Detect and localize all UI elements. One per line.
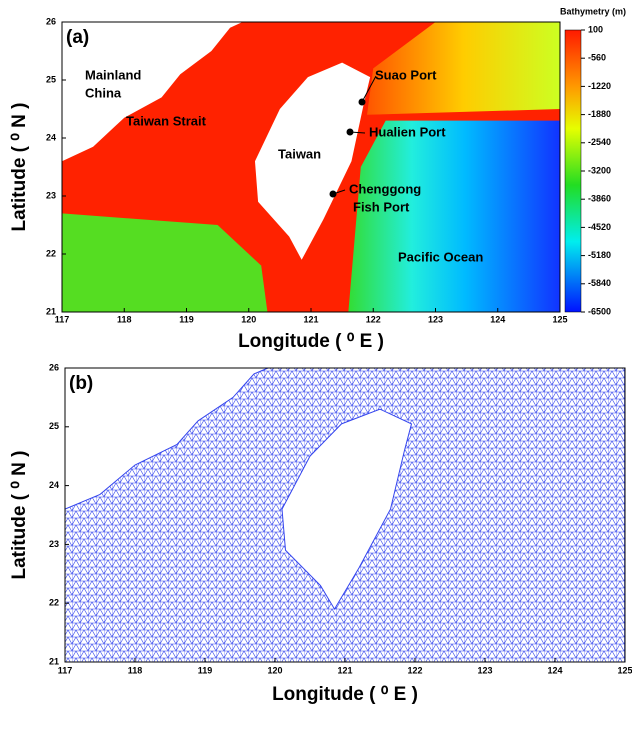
y-tick-label: 21 bbox=[46, 306, 56, 316]
annotation: Pacific Ocean bbox=[398, 249, 483, 264]
x-tick-label: 118 bbox=[117, 314, 132, 324]
y-tick-label: 24 bbox=[49, 480, 59, 490]
x-tick-label: 121 bbox=[303, 314, 318, 324]
colorbar-tick-label: -1880 bbox=[588, 109, 611, 119]
colorbar-tick-label: -3860 bbox=[588, 194, 611, 204]
x-tick-label: 123 bbox=[428, 314, 443, 324]
x-axis-label: Longitude ( ⁰ E ) bbox=[272, 684, 418, 705]
colorbar-tick-label: -5180 bbox=[588, 250, 611, 260]
y-tick-label: 25 bbox=[49, 421, 59, 431]
y-tick-label: 21 bbox=[49, 656, 59, 666]
y-tick-label: 22 bbox=[49, 598, 59, 608]
x-tick-label: 119 bbox=[179, 314, 194, 324]
annotation: Mainland bbox=[85, 67, 141, 82]
x-axis-label: Longitude ( ⁰ E ) bbox=[238, 331, 384, 352]
x-tick-label: 122 bbox=[407, 665, 422, 675]
port-dot bbox=[359, 99, 366, 106]
y-tick-label: 24 bbox=[46, 132, 56, 142]
colorbar-tick-label: -4520 bbox=[588, 222, 611, 232]
annotation: Fish Port bbox=[353, 199, 410, 214]
annotation: Taiwan Strait bbox=[126, 113, 207, 128]
port-dot bbox=[330, 191, 337, 198]
annotation: Suao Port bbox=[375, 67, 437, 82]
x-tick-label: 123 bbox=[477, 665, 492, 675]
x-tick-label: 117 bbox=[58, 665, 73, 675]
x-tick-label: 118 bbox=[128, 665, 143, 675]
panel-label: (a) bbox=[66, 27, 89, 48]
x-tick-label: 125 bbox=[617, 665, 632, 675]
x-tick-label: 125 bbox=[552, 314, 567, 324]
y-tick-label: 26 bbox=[46, 16, 56, 26]
colorbar-tick-label: -3200 bbox=[588, 165, 611, 175]
y-tick-label: 23 bbox=[49, 539, 59, 549]
x-tick-label: 120 bbox=[267, 665, 282, 675]
colorbar-tick-label: 100 bbox=[588, 24, 603, 34]
page: Bathymetry (m) 100 -560 -1220 -1880 -2540 -320… bbox=[0, 0, 632, 742]
x-tick-label: 124 bbox=[490, 314, 505, 324]
y-axis-label: Latitude ( ⁰ N ) bbox=[9, 451, 30, 580]
colorbar-title: Bathymetry (m) bbox=[560, 6, 626, 16]
colorbar-tick-label: -2540 bbox=[588, 137, 611, 147]
colorbar-tick-label: -5840 bbox=[588, 278, 611, 288]
x-tick-label: 124 bbox=[547, 665, 562, 675]
annotation: Taiwan bbox=[278, 146, 321, 161]
colorbar-tick-label: -6500 bbox=[588, 306, 611, 316]
annotation: Hualien Port bbox=[369, 124, 446, 139]
y-tick-label: 25 bbox=[46, 74, 56, 84]
sea-east bbox=[348, 121, 560, 312]
y-tick-label: 26 bbox=[49, 362, 59, 372]
x-tick-label: 120 bbox=[241, 314, 256, 324]
y-tick-label: 23 bbox=[46, 190, 56, 200]
figure: Bathymetry (m) 100 -560 -1220 -1880 -2540 -320… bbox=[0, 0, 632, 737]
x-tick-label: 117 bbox=[55, 314, 70, 324]
y-axis-label: Latitude ( ⁰ N ) bbox=[9, 103, 30, 232]
x-tick-label: 119 bbox=[198, 665, 213, 675]
colorbar bbox=[565, 30, 581, 312]
colorbar-tick-label: -1220 bbox=[588, 81, 611, 91]
x-tick-label: 121 bbox=[337, 665, 352, 675]
panel-b: 117 118 119 120 121 122 123 124 125 21 22 23 24 25 26 L… bbox=[9, 362, 632, 705]
colorbar-tick-label: -560 bbox=[588, 53, 606, 63]
y-tick-label: 22 bbox=[46, 248, 56, 258]
panel-a: Bathymetry (m) 100 -560 -1220 -1880 -2540 -320… bbox=[9, 6, 626, 352]
x-tick-label: 122 bbox=[366, 314, 381, 324]
annotation: Chenggong bbox=[349, 181, 421, 196]
panel-label: (b) bbox=[69, 373, 93, 394]
port-dot bbox=[347, 129, 354, 136]
annotation: China bbox=[85, 85, 122, 100]
